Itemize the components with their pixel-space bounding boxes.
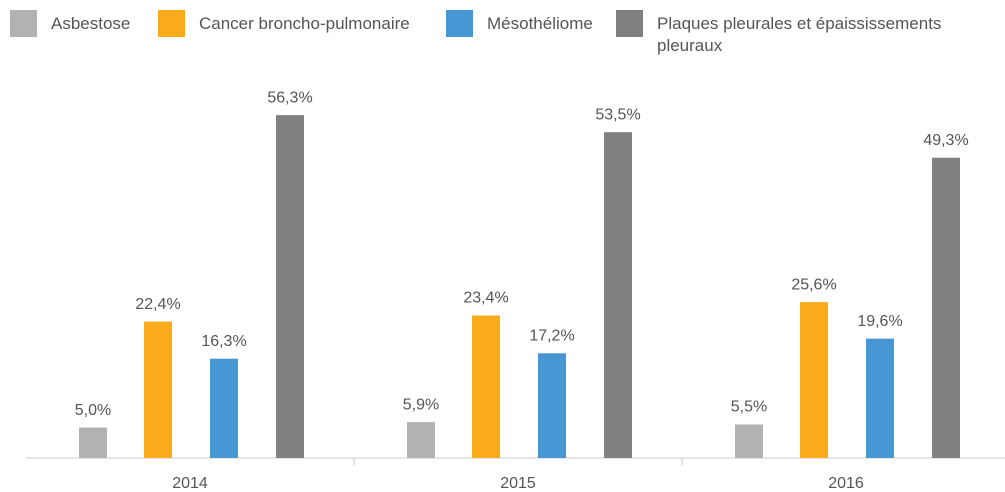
value-label: 23,4%	[463, 290, 508, 307]
bar	[538, 353, 566, 458]
value-label: 5,5%	[731, 399, 767, 416]
legend-label: Asbestose	[51, 14, 131, 33]
value-label: 17,2%	[529, 327, 574, 344]
bar	[800, 302, 828, 458]
bar	[866, 338, 894, 458]
legend: Asbestose Cancer broncho-pulmonaire Mésoth…	[0, 0, 1005, 70]
value-label: 5,9%	[403, 396, 439, 413]
value-label: 22,4%	[135, 296, 180, 313]
x-tick-label: 2014	[172, 475, 208, 492]
value-label: 19,6%	[857, 313, 902, 330]
value-label: 25,6%	[791, 276, 836, 293]
bar	[276, 115, 304, 459]
value-label: 49,3%	[923, 132, 968, 149]
legend-item: Asbestose	[10, 10, 140, 37]
bar	[604, 132, 632, 458]
x-tick-label: 2015	[500, 475, 536, 492]
bar	[735, 424, 763, 458]
legend-swatch	[10, 10, 37, 37]
bar	[932, 157, 960, 458]
legend-label: Cancer broncho-pulmonaire	[199, 14, 410, 33]
legend-swatch	[158, 10, 185, 37]
legend-item: Plaques pleurales et épaississements ple…	[616, 10, 956, 57]
value-label: 5,0%	[75, 402, 111, 419]
legend-label: Plaques pleurales et épaississements ple…	[657, 14, 942, 55]
bar	[144, 321, 172, 458]
legend-swatch	[616, 10, 643, 37]
x-tick-label: 2016	[828, 475, 864, 492]
value-label: 53,5%	[595, 106, 640, 123]
bar	[472, 315, 500, 458]
bar	[407, 422, 435, 458]
legend-item: Cancer broncho-pulmonaire	[158, 10, 428, 37]
legend-label: Mésothéliome	[487, 14, 593, 33]
value-label: 16,3%	[201, 333, 246, 350]
value-label: 56,3%	[267, 89, 312, 106]
bar	[210, 358, 238, 458]
legend-swatch	[446, 10, 473, 37]
legend-item: Mésothéliome	[446, 10, 606, 37]
bar	[79, 427, 107, 458]
